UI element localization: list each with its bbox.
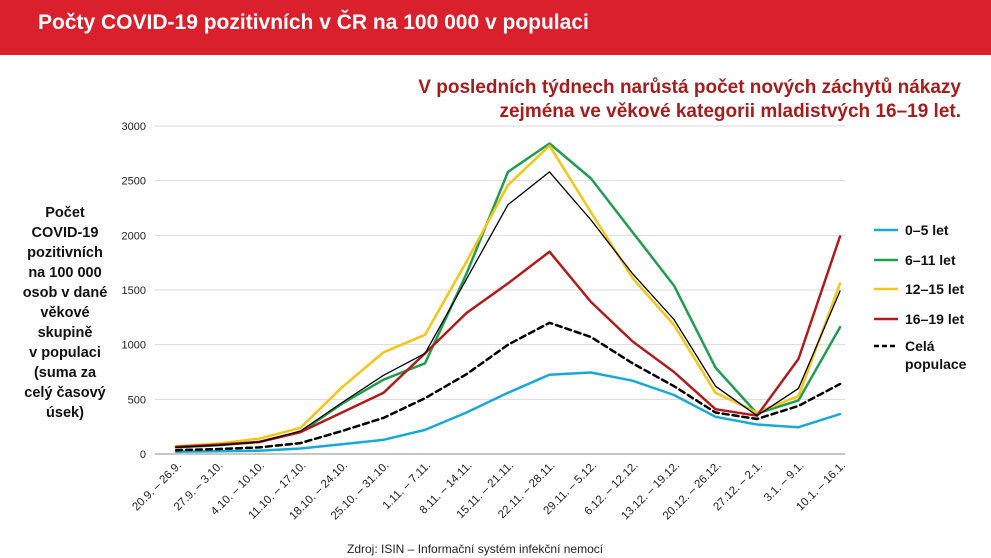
x-tick-label: 3.1. – 9.1. bbox=[762, 460, 807, 505]
chart-headline: V posledních týdnech narůstá počet novýc… bbox=[418, 76, 961, 124]
grid-lines bbox=[155, 125, 845, 455]
page-title: Počty COVID-19 pozitivních v ČR na 100 0… bbox=[38, 11, 589, 34]
y-axis-label-line: osob v dané bbox=[22, 285, 108, 301]
legend: 0–5 let 6–11 let 12–15 let 16–19 let Celá pop… bbox=[874, 222, 967, 372]
y-axis-label-line: skupině bbox=[37, 325, 93, 341]
headline-line-1: V posledních týdnech narůstá počet novýc… bbox=[418, 77, 961, 98]
series-line-3 bbox=[174, 235, 842, 449]
series-line-1 bbox=[174, 142, 842, 449]
series-line-0 bbox=[174, 371, 842, 454]
y-tick-label: 2500 bbox=[122, 176, 146, 188]
y-axis-label: Počet COVID-19 pozitivních na 100 000 osob v… bbox=[10, 203, 120, 423]
legend-label: 0–5 let bbox=[905, 222, 949, 238]
series-lines bbox=[174, 142, 842, 454]
headline-line-2: zejména ve věkové kategorii mladistvých … bbox=[499, 101, 961, 122]
legend-label: Celá populace bbox=[905, 338, 967, 372]
series-line-5 bbox=[174, 321, 842, 452]
series-line-4 bbox=[175, 171, 841, 449]
y-axis-label-line: úsek) bbox=[46, 405, 84, 421]
title-banner: Počty COVID-19 pozitivních v ČR na 100 0… bbox=[0, 0, 991, 55]
y-axis-label-line: Počet bbox=[45, 205, 85, 221]
y-tick-label: 1500 bbox=[122, 285, 146, 297]
y-axis-label-line: (suma za bbox=[33, 365, 97, 381]
y-axis-label-line: COVID-19 bbox=[31, 225, 99, 241]
y-axis-label-line: v populaci bbox=[29, 345, 101, 361]
source-note: Zdroj: ISIN – Informační systém infekční… bbox=[347, 542, 604, 556]
y-tick-label: 1000 bbox=[122, 340, 146, 352]
y-tick-label: 0 bbox=[140, 449, 146, 461]
y-tick-label: 2000 bbox=[122, 230, 146, 242]
y-axis-label-line: na 100 000 bbox=[28, 265, 102, 281]
legend-label: 6–11 let bbox=[905, 252, 956, 268]
line-chart: 0 500 1000 1500 2000 2500 3000 20.9. – 26.9.27… bbox=[122, 121, 967, 523]
y-tick-label: 3000 bbox=[122, 121, 146, 133]
legend-label: 16–19 let bbox=[905, 311, 964, 327]
y-axis-label-line: pozitivních bbox=[27, 245, 103, 261]
legend-label: 12–15 let bbox=[905, 281, 964, 297]
y-axis-label-line: věkové bbox=[40, 305, 90, 321]
series-line-2 bbox=[174, 144, 842, 448]
y-tick-label: 500 bbox=[128, 394, 146, 406]
x-tick-labels: 20.9. – 26.9.27.9. – 3.10.4.10. – 10.10.… bbox=[130, 460, 848, 523]
y-axis-label-line: celý časový bbox=[24, 385, 106, 401]
y-tick-labels: 0 500 1000 1500 2000 2500 3000 bbox=[122, 121, 146, 461]
